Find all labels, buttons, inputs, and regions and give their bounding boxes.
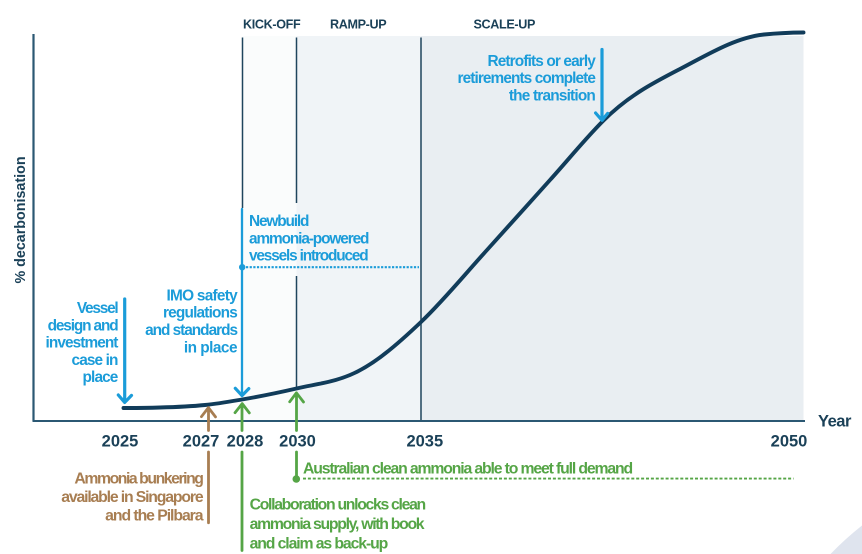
- svg-text:Newbuild: Newbuild: [249, 213, 309, 230]
- svg-text:regulations: regulations: [163, 305, 237, 322]
- svg-text:and claim as back-up: and claim as back-up: [250, 535, 388, 552]
- svg-text:Vessel: Vessel: [77, 300, 119, 317]
- svg-text:case in: case in: [72, 352, 118, 369]
- svg-text:vessels introduced: vessels introduced: [249, 248, 368, 265]
- svg-text:RAMP-UP: RAMP-UP: [330, 18, 386, 32]
- svg-text:and the Pilbara: and the Pilbara: [105, 508, 204, 525]
- svg-text:retirements complete: retirements complete: [458, 70, 597, 87]
- svg-text:% decarbonisation: % decarbonisation: [13, 156, 29, 283]
- svg-text:available in Singapore: available in Singapore: [61, 489, 204, 506]
- svg-text:and standards: and standards: [145, 322, 237, 339]
- svg-text:investment: investment: [46, 335, 119, 352]
- svg-text:2028: 2028: [227, 433, 264, 451]
- svg-text:ammonia supply, with book: ammonia supply, with book: [250, 516, 425, 533]
- svg-text:2027: 2027: [183, 433, 220, 451]
- svg-text:Ammonia bunkering: Ammonia bunkering: [74, 471, 203, 488]
- svg-text:KICK-OFF: KICK-OFF: [243, 18, 301, 32]
- svg-text:IMO safety: IMO safety: [166, 287, 238, 304]
- svg-text:2050: 2050: [771, 433, 808, 451]
- svg-text:ammonia-powered: ammonia-powered: [249, 230, 369, 247]
- svg-text:Year: Year: [818, 413, 852, 431]
- svg-text:2025: 2025: [102, 433, 139, 451]
- svg-text:SCALE-UP: SCALE-UP: [474, 18, 536, 32]
- svg-text:design and: design and: [48, 317, 119, 334]
- svg-text:the transition: the transition: [509, 88, 596, 105]
- svg-text:Collaboration unlocks clean: Collaboration unlocks clean: [250, 497, 426, 514]
- svg-text:2030: 2030: [279, 433, 316, 451]
- svg-text:in place: in place: [184, 339, 238, 356]
- svg-text:2035: 2035: [406, 433, 443, 451]
- svg-text:Australian clean ammonia able: Australian clean ammonia able to meet fu…: [303, 461, 633, 478]
- svg-text:place: place: [83, 369, 119, 386]
- svg-text:Retrofits or early: Retrofits or early: [487, 53, 596, 70]
